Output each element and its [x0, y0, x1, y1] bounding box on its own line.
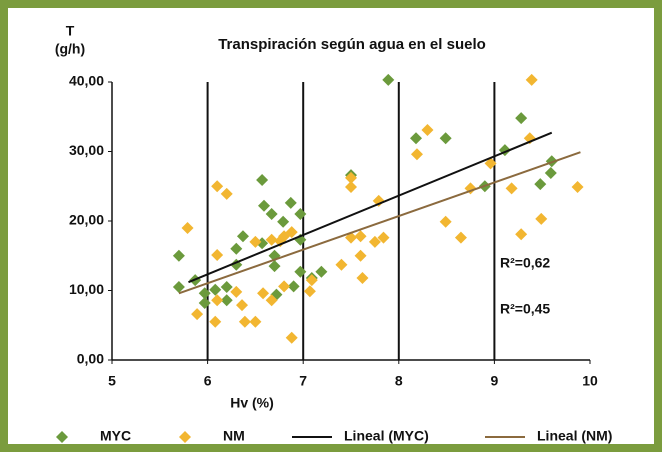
point — [382, 73, 395, 86]
point — [294, 265, 307, 278]
point — [571, 180, 584, 193]
x-tick-label: 5 — [108, 373, 116, 389]
point — [354, 230, 367, 243]
point — [211, 294, 224, 307]
y-axis-label: T — [66, 23, 75, 39]
point — [236, 230, 249, 243]
point — [515, 112, 528, 125]
y-tick-label: 40,00 — [69, 73, 104, 89]
point — [284, 196, 297, 209]
y-tick-label: 0,00 — [77, 351, 104, 367]
point — [285, 331, 298, 344]
point — [277, 215, 290, 228]
point — [345, 171, 357, 184]
point — [258, 199, 271, 212]
point — [198, 297, 211, 310]
point — [249, 315, 262, 328]
point — [535, 212, 548, 225]
point — [484, 157, 497, 170]
point — [285, 226, 298, 239]
point — [238, 315, 251, 328]
point — [191, 308, 204, 321]
trend-line — [178, 151, 581, 295]
point — [220, 187, 233, 200]
trend-line — [188, 131, 553, 284]
point — [172, 249, 185, 262]
point — [209, 315, 222, 328]
point — [368, 235, 381, 248]
point — [372, 194, 385, 207]
point — [356, 271, 369, 284]
point — [287, 280, 300, 293]
point — [410, 148, 423, 161]
point — [439, 132, 452, 145]
point — [421, 123, 434, 136]
point — [294, 208, 307, 221]
y-tick-label: 30,00 — [69, 142, 104, 158]
x-tick-label: 8 — [395, 373, 403, 389]
point — [209, 283, 222, 296]
point — [198, 287, 211, 300]
point — [265, 233, 278, 246]
point — [335, 258, 348, 271]
legend-label: MYC — [100, 428, 131, 444]
x-tick-label: 7 — [299, 373, 307, 389]
point — [305, 274, 318, 287]
point — [315, 265, 328, 278]
x-tick-label: 10 — [582, 373, 598, 389]
point — [534, 178, 547, 191]
legend-label: NM — [223, 428, 245, 444]
point — [354, 249, 367, 262]
legend-label: Lineal (NM) — [537, 428, 612, 444]
point — [256, 173, 269, 186]
point — [220, 281, 233, 294]
point — [220, 294, 233, 307]
point — [515, 228, 528, 241]
point — [211, 180, 224, 193]
point — [268, 260, 281, 273]
y-axis-unit: (g/h) — [55, 41, 85, 57]
annotation: R²=0,62 — [500, 255, 550, 271]
point — [377, 231, 390, 244]
point — [172, 281, 185, 294]
point — [236, 299, 249, 312]
y-tick-label: 10,00 — [69, 281, 104, 297]
legend-marker — [56, 431, 68, 443]
point — [525, 73, 538, 86]
x-axis-label: Hv (%) — [230, 395, 274, 411]
point — [505, 182, 518, 195]
annotation: R²=0,45 — [500, 301, 550, 317]
point — [303, 285, 316, 298]
y-tick-label: 20,00 — [69, 212, 104, 228]
point — [265, 294, 278, 307]
legend-label: Lineal (MYC) — [344, 428, 429, 444]
legend-marker — [179, 431, 191, 443]
point — [257, 287, 270, 300]
point — [249, 235, 262, 248]
x-tick-label: 6 — [204, 373, 212, 389]
x-tick-label: 9 — [491, 373, 499, 389]
point — [410, 132, 423, 145]
point — [439, 215, 452, 228]
point — [211, 249, 224, 262]
point — [278, 280, 291, 293]
point — [454, 231, 467, 244]
panel — [8, 8, 654, 444]
point — [345, 180, 357, 193]
point — [181, 221, 194, 234]
point — [544, 167, 557, 180]
point — [230, 242, 243, 255]
chart-title: Transpiración según agua en el suelo — [218, 36, 486, 53]
point — [230, 285, 243, 298]
point — [265, 208, 278, 221]
